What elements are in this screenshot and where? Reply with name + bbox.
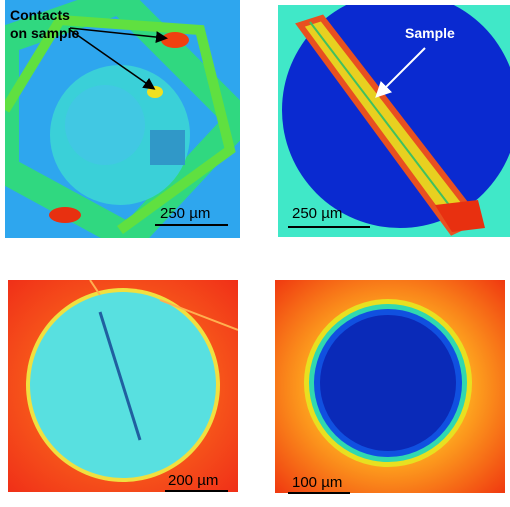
image-4: [275, 280, 505, 493]
scale-label: 200 µm: [168, 472, 218, 489]
scale-label: 100 µm: [292, 474, 342, 491]
annotation: Contacts: [10, 7, 70, 23]
scale-label: 250 µm: [160, 205, 210, 222]
annotation: Sample: [405, 25, 455, 41]
figure: Contacts on sample 250 µm Sample 250 µm …: [0, 0, 510, 507]
image-2: [278, 0, 510, 237]
annotation: on sample: [10, 25, 79, 41]
scale-label: 250 µm: [292, 205, 342, 222]
image-3: [8, 280, 238, 492]
